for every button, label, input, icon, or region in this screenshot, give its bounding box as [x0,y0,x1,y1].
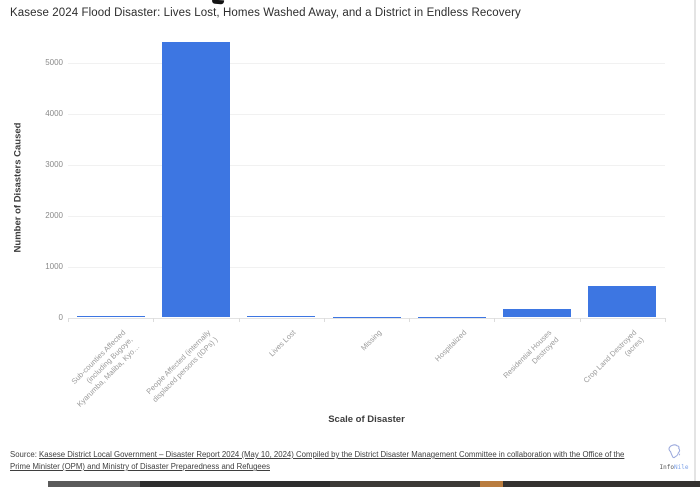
source-prefix: Source: [10,450,40,459]
x-tick [68,318,69,322]
x-axis-title: Scale of Disaster [328,414,405,425]
gridline-1000 [68,266,665,268]
chart-title: Kasese 2024 Flood Disaster: Lives Lost, … [10,7,521,19]
source-attribution: Source: Kasese District Local Government… [10,449,644,473]
y-tick-label: 1000 [45,261,63,271]
gridline-5000 [68,62,665,64]
gridline-4000 [68,113,665,115]
cutoff-bottom-element [0,481,700,487]
bar-6[interactable] [503,309,572,318]
x-category-label-1: Sub-counties Affected (including Bugoye,… [69,328,141,409]
x-tick [323,318,325,322]
y-tick-label: 3000 [45,159,63,169]
bar-2[interactable] [161,42,230,318]
x-tick [238,318,240,322]
gridline-3000 [68,164,665,166]
source-link[interactable]: Kasese District Local Government – Disas… [10,450,625,472]
cutoff-heading-glyph [211,0,225,5]
x-tick [494,318,496,322]
infonile-logo[interactable]: InfoNile [654,444,694,472]
gridline-0 [68,317,665,319]
y-axis-title: Number of Disasters Caused [12,122,24,253]
y-tick-label: 0 [58,312,63,322]
africa-outline-icon [667,444,682,463]
bar-1[interactable] [76,315,145,318]
infonile-wordmark: InfoNile [659,464,689,471]
bar-7[interactable] [588,285,657,318]
y-tick-label: 2000 [45,210,63,220]
x-tick [579,318,581,322]
bar-5[interactable] [417,316,486,318]
page-edge-divider [694,0,696,481]
y-tick-label: 5000 [45,57,63,67]
x-tick [665,318,666,322]
x-tick [409,318,411,322]
gridline-2000 [68,215,665,217]
bar-3[interactable] [247,315,316,318]
x-tick [153,318,155,322]
y-tick-label: 4000 [45,108,63,118]
